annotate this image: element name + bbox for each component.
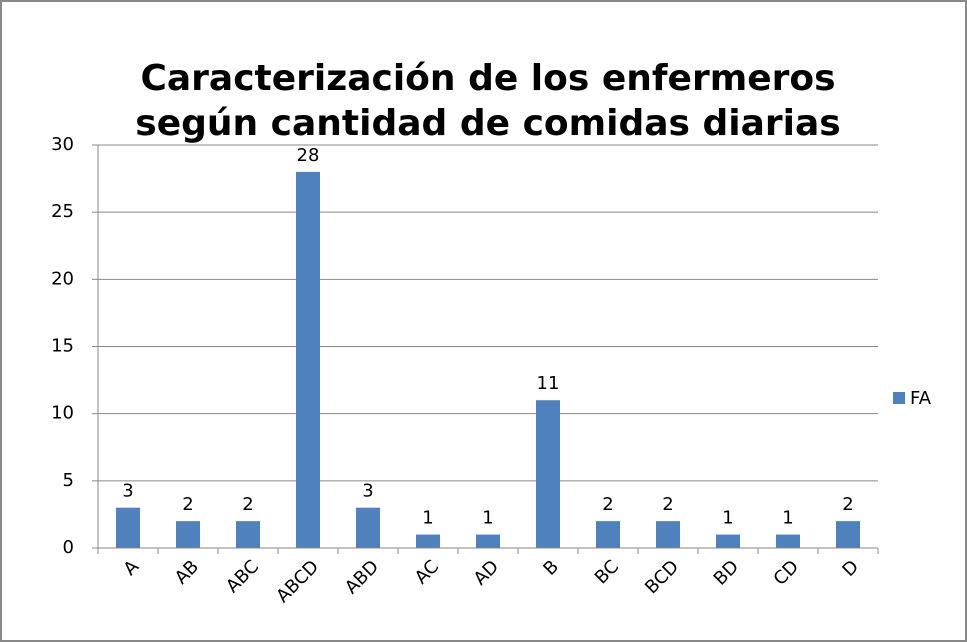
chart-title: según cantidad de comidas diarias <box>135 103 840 144</box>
data-label: 2 <box>242 494 253 515</box>
bar <box>296 171 320 548</box>
data-label: 1 <box>782 508 793 529</box>
y-tick-label: 10 <box>51 403 74 424</box>
legend-label: FA <box>910 388 932 409</box>
y-tick-label: 25 <box>51 201 74 222</box>
bar <box>536 400 560 548</box>
y-tick-label: 0 <box>63 537 74 558</box>
data-label: 28 <box>297 145 320 166</box>
data-label: 1 <box>422 508 433 529</box>
data-label: 11 <box>537 373 560 394</box>
data-label: 3 <box>362 481 373 502</box>
y-tick-label: 30 <box>51 134 74 155</box>
bar <box>356 507 380 548</box>
data-label: 2 <box>182 494 193 515</box>
data-label: 1 <box>722 508 733 529</box>
data-label: 2 <box>662 494 673 515</box>
data-label: 3 <box>122 481 133 502</box>
y-tick-label: 15 <box>51 336 74 357</box>
legend-swatch <box>893 392 905 404</box>
data-label: 1 <box>482 508 493 529</box>
bar <box>656 521 680 548</box>
data-label: 2 <box>602 494 613 515</box>
chart-title: Caracterización de los enfermeros <box>140 58 835 99</box>
bar <box>236 521 260 548</box>
bar <box>596 521 620 548</box>
bar <box>836 521 860 548</box>
data-label: 2 <box>842 494 853 515</box>
bar <box>416 534 440 548</box>
bar <box>716 534 740 548</box>
y-tick-label: 5 <box>63 470 74 491</box>
bar <box>476 534 500 548</box>
bar <box>116 507 140 548</box>
bar <box>776 534 800 548</box>
bar <box>176 521 200 548</box>
y-tick-label: 20 <box>51 268 74 289</box>
